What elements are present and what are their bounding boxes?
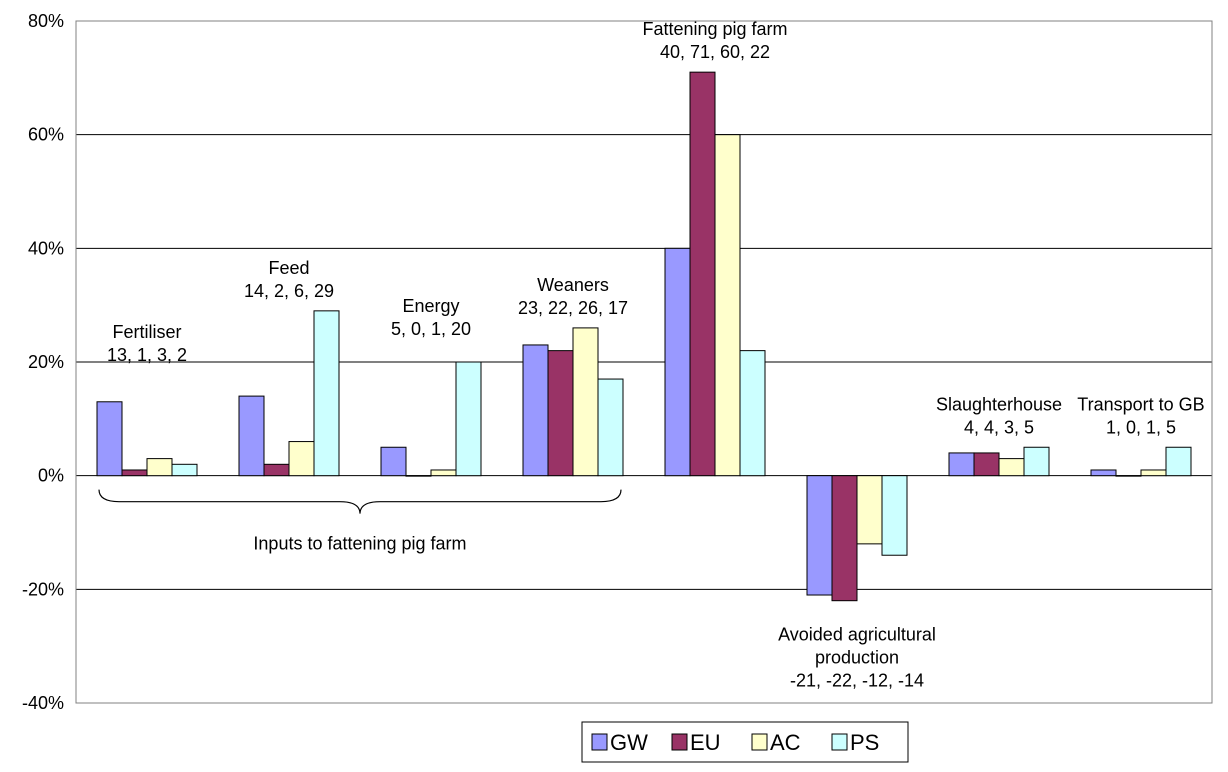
bars bbox=[96, 71, 1192, 602]
bar-gw bbox=[1090, 469, 1117, 477]
bar-eu bbox=[547, 350, 574, 477]
bar-gw bbox=[380, 446, 407, 477]
bar-gw bbox=[238, 395, 265, 477]
bar-ps bbox=[739, 350, 766, 477]
bar-gw bbox=[948, 452, 975, 477]
annotation-line: Energy bbox=[402, 296, 459, 316]
brace-shape bbox=[98, 489, 622, 514]
y-tick-label: -40% bbox=[22, 693, 64, 713]
annotation-line: 1, 0, 1, 5 bbox=[1106, 417, 1176, 437]
legend-box bbox=[581, 721, 909, 763]
annotation-line: Feed bbox=[268, 258, 309, 278]
bar-eu bbox=[405, 475, 432, 477]
bar-ac bbox=[856, 475, 883, 545]
annotation-line: 13, 1, 3, 2 bbox=[107, 345, 187, 365]
bar-group-annotations: Fertiliser 13, 1, 3, 2 Feed 14, 2, 6, 29 Ene… bbox=[107, 19, 1205, 691]
bar-eu bbox=[263, 463, 290, 477]
annotation-line: Fertiliser bbox=[112, 322, 181, 342]
y-tick-label: 40% bbox=[28, 238, 64, 258]
annotation-line: Avoided agricultural bbox=[778, 625, 936, 645]
legend-label-ac: AC bbox=[770, 730, 801, 755]
bar-ps bbox=[313, 310, 340, 477]
bar-eu bbox=[973, 452, 1000, 477]
bar-gw bbox=[664, 247, 691, 477]
annotation-line: Weaners bbox=[537, 275, 609, 295]
bar-ac bbox=[998, 458, 1025, 477]
plot-area-frame bbox=[75, 20, 1213, 704]
annotation-line: 5, 0, 1, 20 bbox=[391, 319, 471, 339]
inputs-brace: Inputs to fattening pig farm bbox=[98, 489, 622, 554]
bar-ac bbox=[1140, 469, 1167, 477]
legend-swatch-eu bbox=[671, 733, 688, 751]
legend-label-ps: PS bbox=[850, 730, 879, 755]
bar-eu bbox=[831, 475, 858, 602]
bar-ac bbox=[572, 327, 599, 477]
bar-eu bbox=[1115, 475, 1142, 477]
legend: GW EU AC PS bbox=[581, 721, 909, 763]
legend-swatch-ps bbox=[831, 733, 848, 751]
brace-label: Inputs to fattening pig farm bbox=[253, 534, 466, 554]
annotation-line: 14, 2, 6, 29 bbox=[244, 281, 334, 301]
gridlines bbox=[76, 20, 1212, 704]
annotation-line: Slaughterhouse bbox=[936, 394, 1062, 414]
bar-eu bbox=[689, 71, 716, 477]
bar-ac bbox=[430, 469, 457, 477]
y-tick-label: -20% bbox=[22, 579, 64, 599]
bar-gw bbox=[522, 344, 549, 477]
annotation-line: 23, 22, 26, 17 bbox=[518, 298, 628, 318]
bar-ps bbox=[597, 378, 624, 477]
bar-ac bbox=[288, 441, 315, 477]
legend-swatch-ac bbox=[751, 733, 768, 751]
y-tick-label: 80% bbox=[28, 11, 64, 31]
bar-gw bbox=[806, 475, 833, 596]
annotation-line: -21, -22, -12, -14 bbox=[790, 671, 924, 691]
bar-gw bbox=[96, 401, 123, 477]
bar-ps bbox=[1165, 446, 1192, 477]
bar-eu bbox=[121, 469, 148, 477]
legend-label-eu: EU bbox=[690, 730, 721, 755]
bar-ps bbox=[171, 463, 198, 477]
annotation-line: Fattening pig farm bbox=[642, 19, 787, 39]
annotation-line: production bbox=[815, 648, 899, 668]
bar-ac bbox=[714, 134, 741, 477]
y-tick-label: 20% bbox=[28, 352, 64, 372]
bar-ps bbox=[1023, 446, 1050, 477]
bar-ps bbox=[455, 361, 482, 477]
legend-swatch-gw bbox=[591, 733, 608, 751]
annotation-line: 40, 71, 60, 22 bbox=[660, 42, 770, 62]
annotation-line: Transport to GB bbox=[1077, 394, 1204, 414]
bar-ac bbox=[146, 458, 173, 477]
legend-label-gw: GW bbox=[610, 730, 648, 755]
y-tick-label: 0% bbox=[38, 466, 64, 486]
y-tick-label: 60% bbox=[28, 125, 64, 145]
y-axis-ticks: -40% -20% 0% 20% 40% 60% 80% bbox=[22, 11, 64, 713]
bar-ps bbox=[881, 475, 908, 556]
annotation-line: 4, 4, 3, 5 bbox=[964, 417, 1034, 437]
